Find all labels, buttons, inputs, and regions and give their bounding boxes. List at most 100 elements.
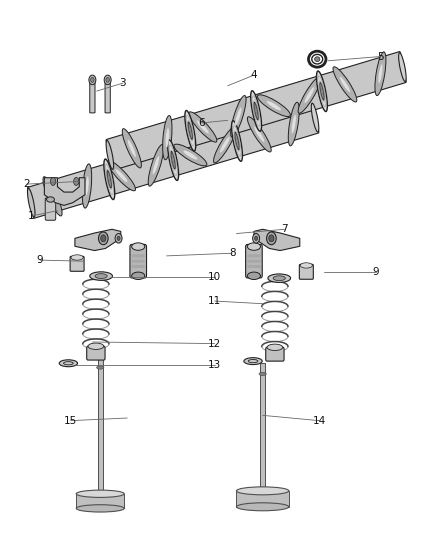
Text: 13: 13 [208, 360, 221, 370]
Text: 8: 8 [229, 248, 235, 258]
Ellipse shape [266, 101, 281, 110]
Ellipse shape [99, 232, 108, 245]
Ellipse shape [97, 366, 104, 369]
Polygon shape [76, 494, 124, 508]
Ellipse shape [267, 344, 283, 351]
Ellipse shape [320, 83, 324, 100]
Ellipse shape [273, 276, 286, 280]
FancyBboxPatch shape [28, 102, 319, 218]
Ellipse shape [251, 91, 261, 131]
Ellipse shape [253, 233, 260, 243]
Ellipse shape [237, 487, 289, 495]
FancyBboxPatch shape [105, 83, 110, 113]
Text: 2: 2 [24, 179, 30, 189]
Ellipse shape [314, 57, 320, 62]
Ellipse shape [247, 272, 261, 279]
Ellipse shape [317, 71, 327, 111]
Ellipse shape [232, 121, 243, 161]
Ellipse shape [288, 102, 299, 146]
Ellipse shape [71, 255, 83, 260]
Ellipse shape [89, 75, 96, 85]
Ellipse shape [311, 103, 319, 132]
Polygon shape [98, 357, 102, 503]
Text: 3: 3 [120, 78, 126, 88]
Ellipse shape [339, 76, 350, 92]
Ellipse shape [235, 132, 239, 150]
FancyBboxPatch shape [299, 264, 313, 279]
Ellipse shape [74, 177, 79, 185]
Polygon shape [254, 229, 300, 251]
Ellipse shape [268, 274, 290, 282]
Ellipse shape [247, 243, 261, 251]
FancyBboxPatch shape [90, 83, 95, 113]
Text: 15: 15 [64, 416, 77, 426]
Text: 9: 9 [373, 267, 379, 277]
Ellipse shape [378, 64, 383, 84]
Ellipse shape [168, 140, 179, 181]
Text: 9: 9 [37, 255, 43, 265]
Ellipse shape [189, 112, 217, 142]
Ellipse shape [220, 136, 230, 153]
Ellipse shape [106, 140, 113, 169]
FancyBboxPatch shape [247, 254, 261, 257]
Ellipse shape [298, 77, 321, 113]
FancyBboxPatch shape [87, 346, 105, 360]
Ellipse shape [59, 360, 78, 367]
Ellipse shape [269, 235, 274, 242]
Polygon shape [75, 229, 121, 251]
Ellipse shape [132, 243, 145, 251]
Ellipse shape [43, 177, 62, 216]
Ellipse shape [231, 95, 246, 137]
FancyBboxPatch shape [246, 245, 262, 278]
Ellipse shape [148, 144, 164, 186]
Ellipse shape [50, 177, 56, 185]
Ellipse shape [171, 151, 176, 169]
Ellipse shape [214, 126, 236, 163]
Polygon shape [44, 177, 85, 205]
FancyBboxPatch shape [132, 254, 145, 257]
Ellipse shape [28, 188, 35, 217]
Ellipse shape [399, 53, 406, 82]
Ellipse shape [107, 171, 112, 188]
Ellipse shape [91, 77, 94, 82]
FancyBboxPatch shape [70, 256, 84, 271]
Ellipse shape [174, 144, 207, 166]
Ellipse shape [162, 116, 172, 160]
Polygon shape [260, 364, 265, 502]
Ellipse shape [106, 77, 110, 82]
Ellipse shape [254, 236, 258, 240]
FancyBboxPatch shape [266, 348, 284, 361]
Ellipse shape [107, 160, 135, 191]
FancyBboxPatch shape [45, 198, 56, 220]
Ellipse shape [76, 490, 124, 497]
Ellipse shape [46, 197, 54, 202]
Text: 10: 10 [208, 272, 221, 282]
Ellipse shape [304, 87, 314, 103]
Ellipse shape [247, 117, 271, 152]
Ellipse shape [259, 372, 266, 375]
Text: 4: 4 [251, 70, 257, 80]
FancyBboxPatch shape [106, 52, 406, 171]
Ellipse shape [95, 273, 107, 278]
Ellipse shape [152, 156, 159, 175]
Ellipse shape [82, 164, 92, 208]
Ellipse shape [333, 67, 357, 102]
Ellipse shape [101, 235, 106, 242]
Ellipse shape [300, 263, 312, 268]
Ellipse shape [104, 75, 111, 85]
Ellipse shape [244, 358, 262, 365]
Ellipse shape [104, 159, 115, 199]
Ellipse shape [127, 139, 136, 157]
Ellipse shape [291, 114, 296, 134]
Ellipse shape [197, 120, 209, 134]
Text: 7: 7 [281, 224, 288, 235]
Ellipse shape [237, 503, 289, 511]
Text: 6: 6 [198, 118, 205, 128]
Ellipse shape [88, 343, 104, 350]
Ellipse shape [85, 176, 89, 196]
Ellipse shape [90, 272, 113, 280]
Ellipse shape [117, 236, 120, 240]
Ellipse shape [375, 52, 386, 95]
FancyBboxPatch shape [130, 245, 147, 278]
Ellipse shape [122, 128, 141, 168]
